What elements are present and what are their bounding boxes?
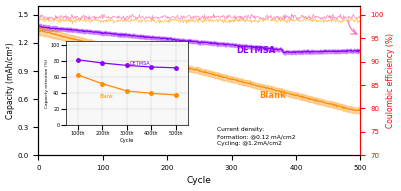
Text: DETMSA: DETMSA (237, 46, 275, 55)
X-axis label: Cycle: Cycle (187, 176, 212, 185)
Y-axis label: Capacity (mAh/cm²): Capacity (mAh/cm²) (6, 42, 14, 119)
Text: Blank: Blank (259, 91, 286, 100)
Y-axis label: Coulombic efficiency (%): Coulombic efficiency (%) (387, 33, 395, 128)
Text: Current density:
Formation: @0.12 mA/cm2
Cycling: @1.2mA/cm2: Current density: Formation: @0.12 mA/cm2… (217, 127, 296, 146)
